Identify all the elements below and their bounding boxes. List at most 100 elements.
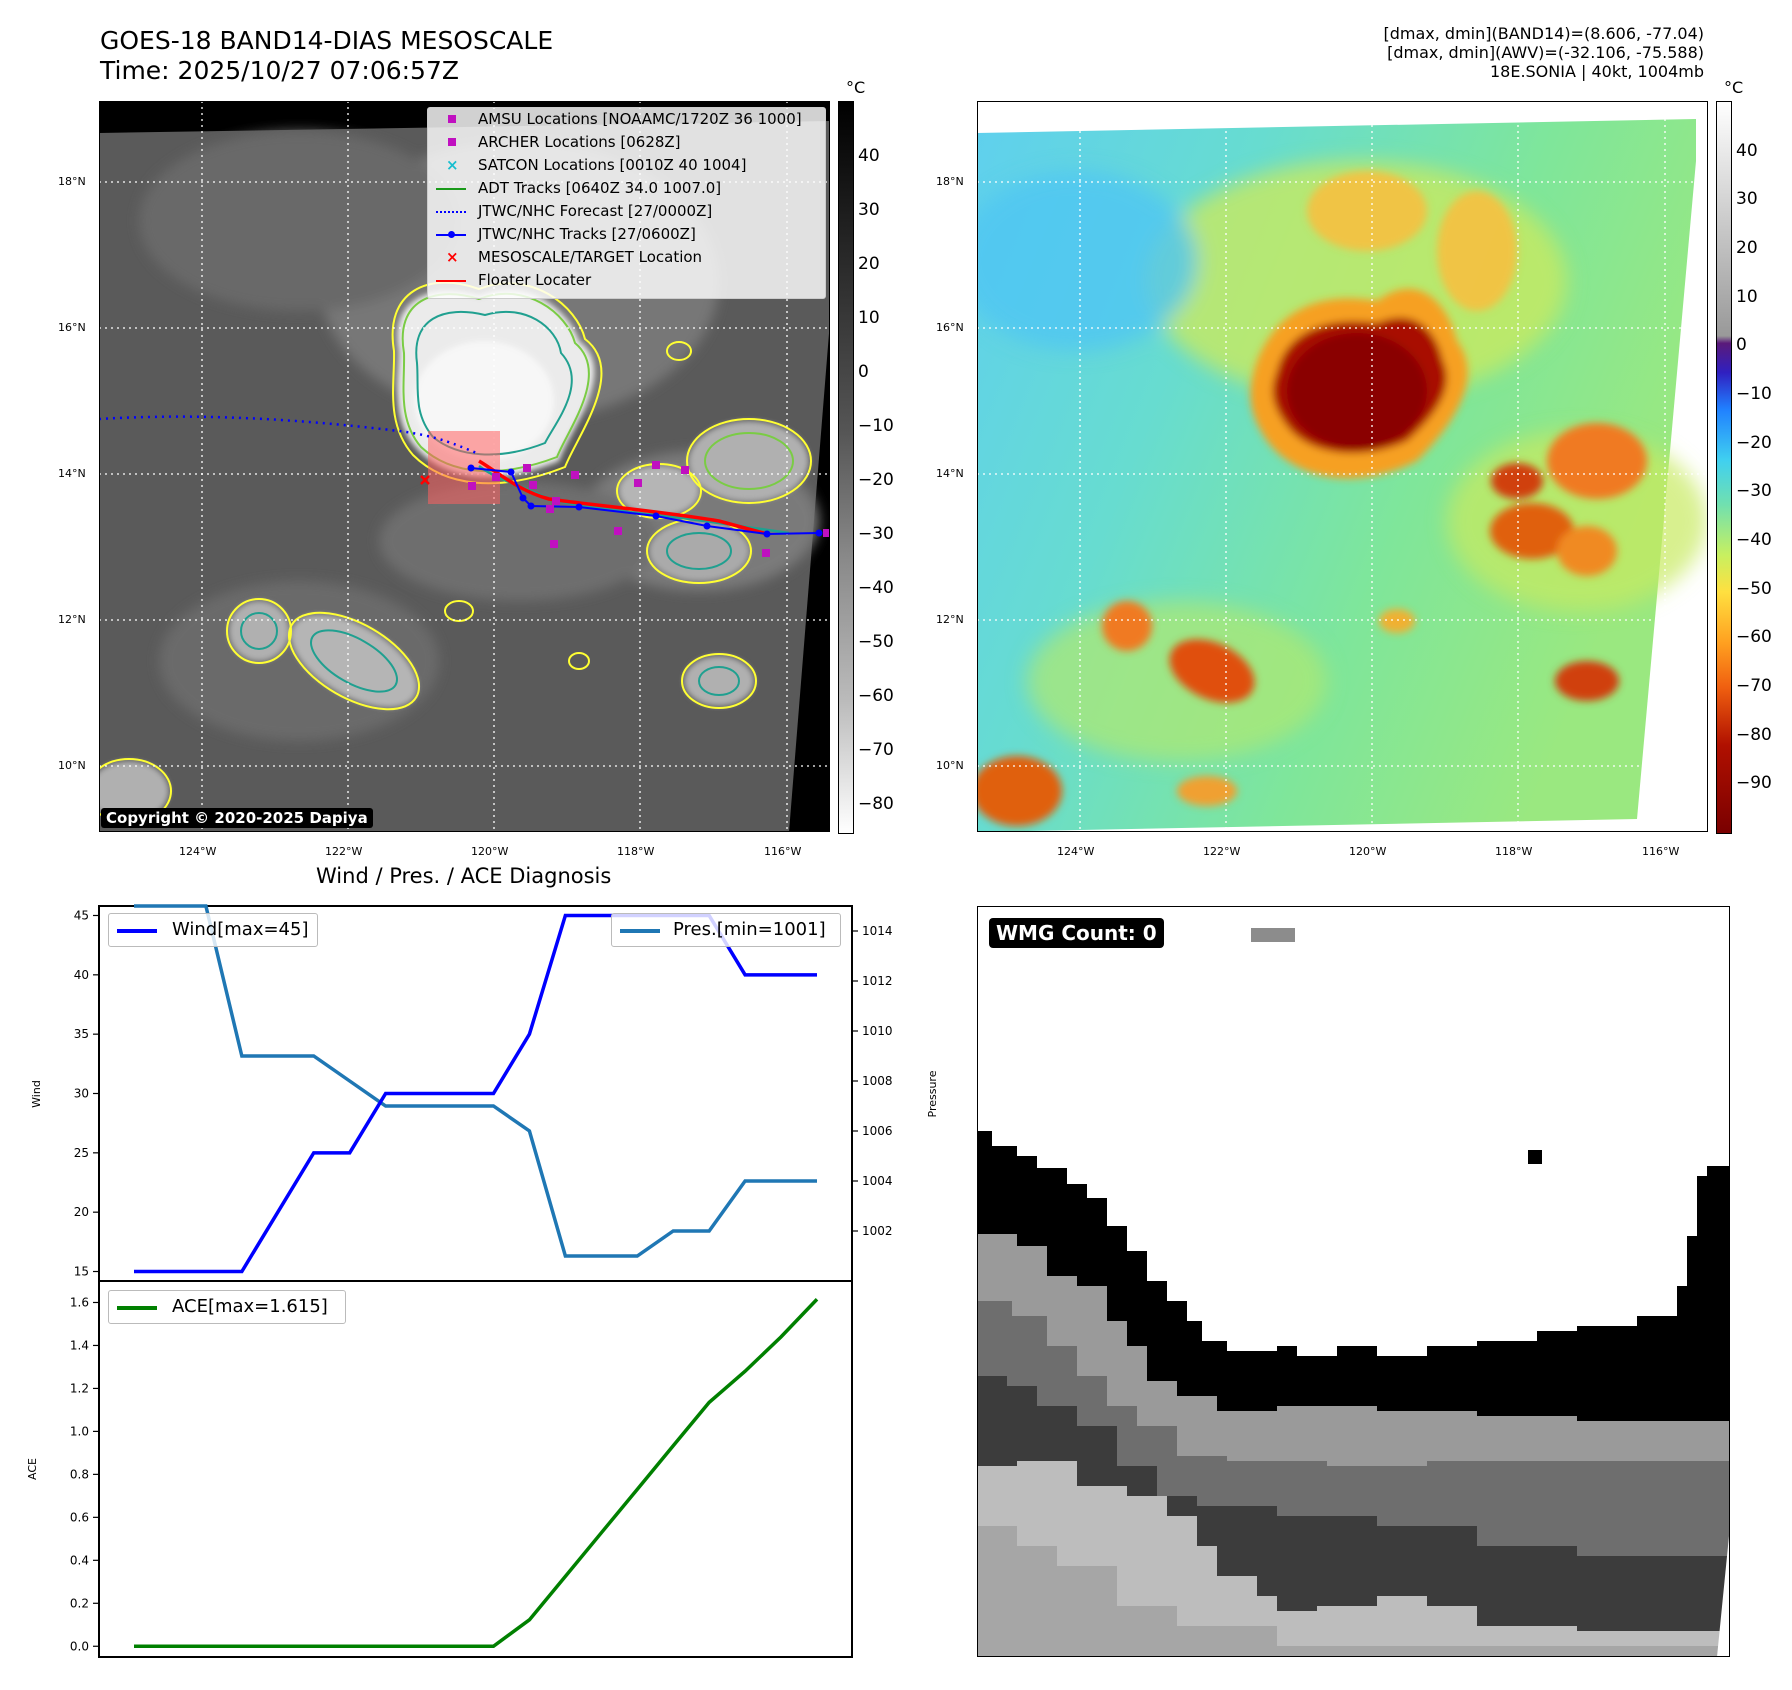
figure-title-line2: Time: 2025/10/27 07:06:57Z — [100, 56, 459, 85]
ace-tick: 1.6 — [70, 1295, 89, 1309]
pressure-tick: 1002 — [862, 1224, 893, 1238]
lat-label: 16°N — [58, 321, 86, 334]
lon-label: 120°W — [1349, 845, 1387, 858]
lon-label: 116°W — [764, 845, 802, 858]
copyright-label: Copyright © 2020-2025 Dapiya — [101, 808, 373, 828]
ace-legend-line-icon — [117, 1306, 157, 1310]
wmg-pixel — [1528, 1150, 1542, 1164]
legend-item-amsu: AMSU Locations [NOAAMC/1720Z 36 1000] — [428, 108, 825, 131]
ace-tick: 0.2 — [70, 1596, 89, 1610]
colorbar-tick: 10 — [1736, 287, 1758, 307]
wmg-count-badge: WMG Count: 0 — [989, 918, 1164, 948]
ace-tick: 0.4 — [70, 1553, 89, 1567]
colorbar-tick: 30 — [858, 200, 880, 220]
wind-tick: 25 — [74, 1146, 89, 1160]
x-marker-icon: × — [446, 248, 459, 266]
colorbar-tick: 40 — [858, 146, 880, 166]
wind-series-line — [134, 913, 817, 1274]
wmg-panel — [977, 906, 1730, 1657]
legend-item-archer: ARCHER Locations [0628Z] — [428, 131, 825, 154]
lon-label: 122°W — [1203, 845, 1241, 858]
lon-label: 122°W — [325, 845, 363, 858]
colorbar-tick: −50 — [858, 632, 894, 652]
legend-label: SATCON Locations [0010Z 40 1004] — [478, 156, 747, 174]
pressure-tick: 1008 — [862, 1074, 893, 1088]
lat-label: 12°N — [936, 613, 964, 626]
diagnosis-title: Wind / Pres. / ACE Diagnosis — [316, 864, 612, 888]
colorbar-tick: −70 — [858, 740, 894, 760]
legend-item-target: × MESOSCALE/TARGET Location — [428, 246, 825, 269]
colorbar-tick: −80 — [1736, 725, 1772, 745]
wind-tick: 40 — [74, 968, 89, 982]
lat-label: 18°N — [58, 175, 86, 188]
pressure-tick: 1012 — [862, 974, 893, 988]
wmg-gray-marker — [1251, 928, 1295, 942]
colorbar-tick: −70 — [1736, 676, 1772, 696]
colorbar-tick: −10 — [858, 416, 894, 436]
line-marker-icon — [436, 188, 466, 190]
colorbar-tick: −50 — [1736, 579, 1772, 599]
wind-legend-label: Wind[max=45] — [172, 919, 309, 940]
colorbar-tick: 0 — [858, 362, 869, 382]
floater-locater-track — [478, 459, 768, 536]
diagnosis-chart: 15 20 25 30 35 40 45 1002 1004 1006 1008 1010 1012 1… — [26, 904, 939, 1658]
colorbar-tick: 10 — [858, 308, 880, 328]
colorbar-right — [1716, 101, 1732, 834]
legend-item-forecast: JTWC/NHC Forecast [27/0000Z] — [428, 200, 825, 223]
wind-tick: 35 — [74, 1027, 89, 1041]
colorbar-tick: 30 — [1736, 189, 1758, 209]
info-line2: [dmax, dmin](AWV)=(-32.106, -75.588) — [1387, 43, 1704, 62]
lat-label: 10°N — [58, 759, 86, 772]
ace-tick: 1.0 — [70, 1424, 89, 1438]
colorbar-tick: −40 — [1736, 530, 1772, 550]
mesoscale-target-marker — [420, 475, 430, 485]
map-gridlines — [977, 101, 1708, 832]
ace-legend: ACE[max=1.615] — [108, 1290, 346, 1324]
dias-map-panel — [977, 101, 1708, 832]
dotted-line-icon — [436, 211, 466, 213]
dias-convection — [977, 171, 1647, 826]
ace-axes — [98, 1280, 853, 1658]
pressure-legend-line-icon — [620, 929, 660, 933]
colorbar-tick: −80 — [858, 794, 894, 814]
colorbar-tick: 20 — [858, 254, 880, 274]
wind-tick: 15 — [74, 1265, 89, 1279]
lat-label: 10°N — [936, 759, 964, 772]
lon-label: 124°W — [1057, 845, 1095, 858]
wmg-black-band — [977, 1131, 1730, 1456]
wind-tick: 30 — [74, 1087, 89, 1101]
wind-tick: 20 — [74, 1205, 89, 1219]
ace-tick: 1.4 — [70, 1338, 89, 1352]
lat-label: 18°N — [936, 175, 964, 188]
legend-label: JTWC/NHC Forecast [27/0000Z] — [478, 202, 713, 220]
jtwc-track — [467, 464, 823, 538]
lat-label: 16°N — [936, 321, 964, 334]
lon-label: 118°W — [617, 845, 655, 858]
pressure-series-line — [134, 904, 817, 1258]
square-marker-icon — [448, 115, 456, 123]
map-legend: AMSU Locations [NOAAMC/1720Z 36 1000] AR… — [427, 107, 826, 299]
colorbar-tick: −20 — [858, 470, 894, 490]
pressure-tick: 1004 — [862, 1174, 893, 1188]
ace-tick: 0.6 — [70, 1510, 89, 1524]
wind-tick: 45 — [74, 908, 89, 922]
colorbar-tick: −60 — [858, 686, 894, 706]
legend-item-satcon: × SATCON Locations [0010Z 40 1004] — [428, 154, 825, 177]
pressure-axis-label: Pressure — [926, 1070, 939, 1117]
legend-label: JTWC/NHC Tracks [27/0600Z] — [478, 225, 696, 243]
wind-legend-line-icon — [117, 929, 157, 933]
colorbar-tick: 0 — [1736, 335, 1747, 355]
lat-label: 14°N — [58, 467, 86, 480]
legend-item-floater: Floater Locater — [428, 269, 825, 292]
colorbar-tick: −20 — [1736, 433, 1772, 453]
pressure-tick: 1006 — [862, 1124, 893, 1138]
x-marker-icon: × — [446, 156, 459, 174]
archer-amsu-markers — [468, 461, 830, 557]
colorbar-tick: −10 — [1736, 384, 1772, 404]
colorbar-tick: 40 — [1736, 141, 1758, 161]
pressure-tick: 1010 — [862, 1024, 893, 1038]
info-line3: 18E.SONIA | 40kt, 1004mb — [1489, 62, 1704, 81]
legend-label: ARCHER Locations [0628Z] — [478, 133, 681, 151]
pressure-tick: 1014 — [862, 924, 893, 938]
lat-label: 14°N — [936, 467, 964, 480]
